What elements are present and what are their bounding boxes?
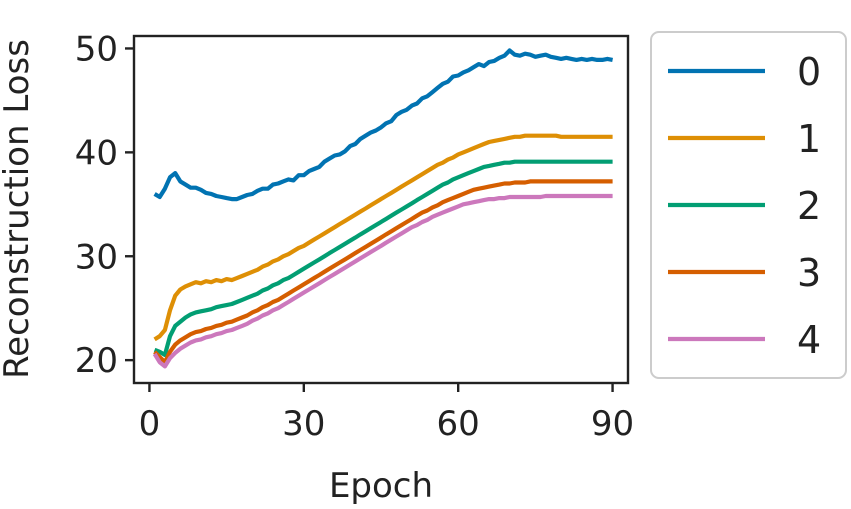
y-axis-label: Reconstruction Loss xyxy=(0,39,37,379)
x-tick-label: 90 xyxy=(591,404,634,444)
x-tick-label: 60 xyxy=(437,404,480,444)
series-line-3 xyxy=(153,179,613,365)
plot-area xyxy=(132,34,630,385)
x-tick-label: 0 xyxy=(139,404,161,444)
y-tick-label: 30 xyxy=(75,237,118,277)
legend-items: 0 1 2 3 4 xyxy=(668,50,821,362)
plot-frame xyxy=(132,34,630,385)
x-tick-label: 30 xyxy=(282,404,325,444)
series-line-2 xyxy=(153,159,613,357)
x-axis: 0 30 60 90 xyxy=(139,383,634,444)
legend-label-0: 0 xyxy=(797,50,821,94)
legend: 0 1 2 3 4 xyxy=(650,31,847,379)
y-tick-label: 50 xyxy=(75,29,118,69)
y-tick-label: 40 xyxy=(75,133,118,173)
y-tick-label: 20 xyxy=(75,341,118,381)
y-axis: 20 30 40 50 xyxy=(75,29,134,381)
legend-label-4: 4 xyxy=(797,318,821,362)
legend-label-3: 3 xyxy=(797,251,821,295)
x-axis-label: Epoch xyxy=(329,466,433,506)
series-line-0 xyxy=(153,48,613,202)
legend-label-1: 1 xyxy=(797,117,821,161)
series-layer xyxy=(152,48,613,369)
legend-label-2: 2 xyxy=(797,184,821,228)
series-line-4 xyxy=(152,193,613,369)
series-line-1 xyxy=(153,133,613,342)
